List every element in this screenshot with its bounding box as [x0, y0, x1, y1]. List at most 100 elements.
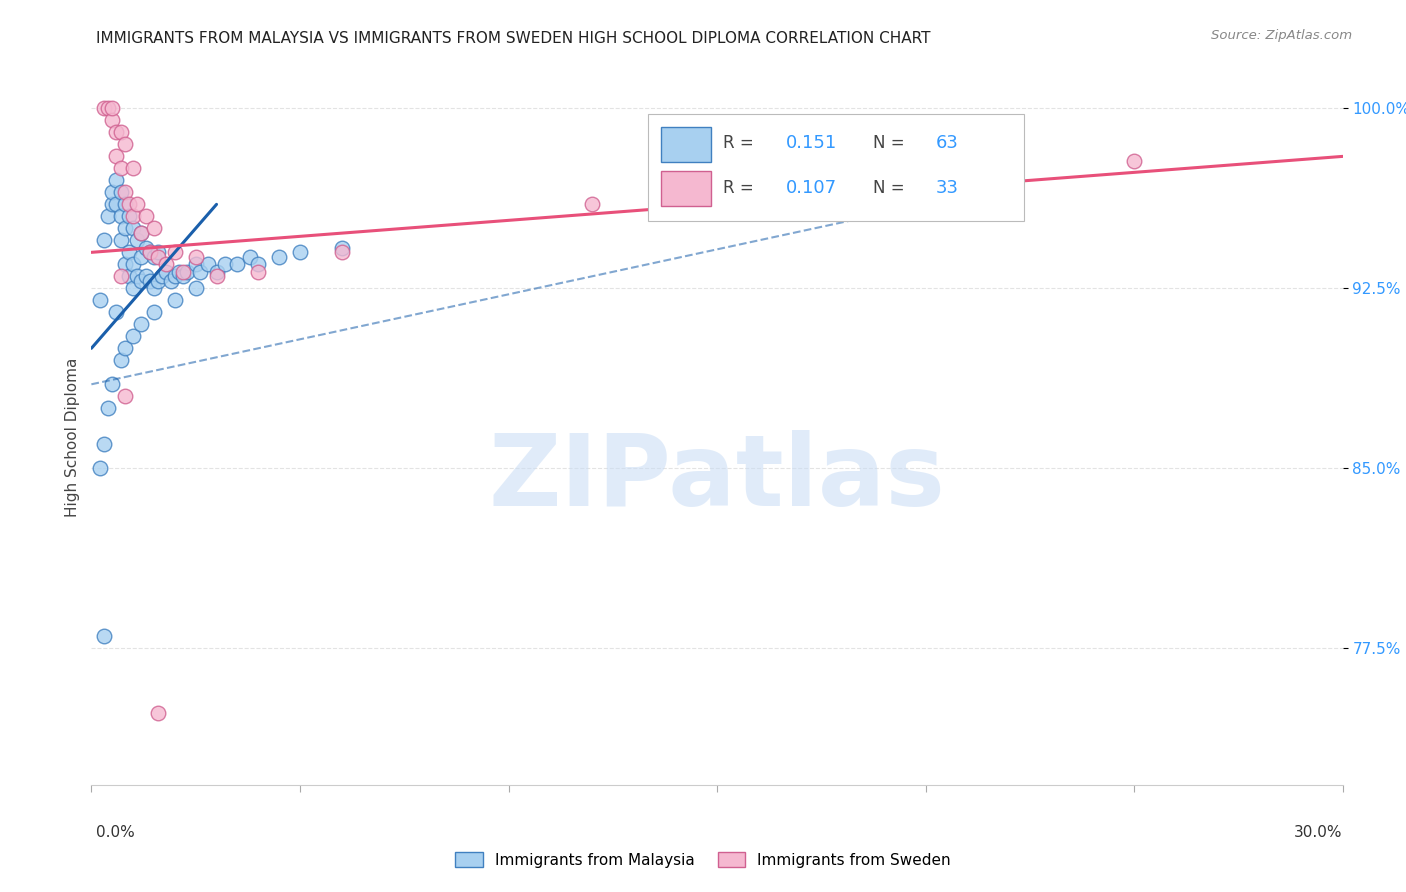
- Point: [143, 305, 166, 319]
- Text: 30.0%: 30.0%: [1295, 825, 1343, 840]
- Point: [97, 102, 120, 116]
- Point: [146, 706, 169, 720]
- Point: [93, 233, 115, 247]
- Point: [159, 274, 181, 288]
- Point: [114, 221, 136, 235]
- Point: [122, 329, 145, 343]
- Point: [172, 269, 194, 284]
- Point: [122, 257, 145, 271]
- Point: [330, 241, 353, 255]
- Point: [247, 257, 270, 271]
- Point: [101, 377, 124, 392]
- Point: [105, 173, 128, 187]
- Point: [188, 264, 211, 278]
- Point: [176, 264, 198, 278]
- Point: [131, 318, 153, 332]
- Text: 0.151: 0.151: [786, 135, 837, 153]
- Point: [89, 461, 111, 475]
- Point: [135, 241, 157, 255]
- Point: [197, 257, 219, 271]
- Point: [89, 293, 111, 308]
- Point: [205, 269, 228, 284]
- Text: 0.0%: 0.0%: [96, 825, 135, 840]
- Point: [118, 197, 141, 211]
- Point: [163, 293, 186, 308]
- Point: [118, 245, 141, 260]
- Point: [167, 264, 190, 278]
- Point: [184, 250, 207, 264]
- Point: [267, 250, 290, 264]
- Point: [131, 274, 153, 288]
- Point: [239, 250, 262, 264]
- FancyBboxPatch shape: [648, 113, 1024, 221]
- Point: [114, 137, 136, 152]
- FancyBboxPatch shape: [661, 128, 711, 162]
- Point: [122, 161, 145, 176]
- Point: [101, 113, 124, 128]
- Point: [105, 197, 128, 211]
- Point: [127, 233, 149, 247]
- Point: [155, 264, 177, 278]
- Point: [139, 245, 162, 260]
- Point: [110, 125, 132, 139]
- Point: [105, 149, 128, 163]
- Point: [118, 269, 141, 284]
- Point: [110, 186, 132, 200]
- Point: [110, 210, 132, 224]
- Point: [114, 341, 136, 355]
- Point: [93, 629, 115, 643]
- Point: [581, 197, 603, 211]
- Y-axis label: High School Diploma: High School Diploma: [65, 358, 80, 516]
- Point: [143, 221, 166, 235]
- Point: [146, 274, 169, 288]
- Point: [172, 264, 194, 278]
- Point: [205, 264, 228, 278]
- Text: ZIPatlas: ZIPatlas: [489, 430, 945, 527]
- Point: [247, 264, 270, 278]
- Point: [127, 197, 149, 211]
- Point: [1123, 154, 1146, 169]
- Point: [114, 197, 136, 211]
- Point: [146, 250, 169, 264]
- Point: [122, 210, 145, 224]
- Point: [97, 401, 120, 416]
- Point: [105, 125, 128, 139]
- Text: 63: 63: [936, 135, 959, 153]
- Point: [114, 257, 136, 271]
- Text: R =: R =: [723, 179, 759, 197]
- Point: [131, 226, 153, 240]
- Point: [97, 210, 120, 224]
- Point: [706, 161, 728, 176]
- Point: [127, 269, 149, 284]
- Point: [101, 197, 124, 211]
- Point: [93, 437, 115, 451]
- Point: [914, 161, 936, 176]
- Point: [155, 257, 177, 271]
- Point: [226, 257, 249, 271]
- Point: [135, 210, 157, 224]
- Point: [122, 281, 145, 295]
- Point: [330, 245, 353, 260]
- Text: 0.107: 0.107: [786, 179, 837, 197]
- Point: [184, 281, 207, 295]
- Point: [101, 102, 124, 116]
- Point: [131, 226, 153, 240]
- Point: [110, 353, 132, 368]
- Point: [114, 389, 136, 403]
- Point: [146, 245, 169, 260]
- Point: [143, 281, 166, 295]
- Point: [118, 210, 141, 224]
- Point: [163, 245, 186, 260]
- Point: [139, 274, 162, 288]
- Point: [93, 102, 115, 116]
- Point: [114, 186, 136, 200]
- Legend: Immigrants from Malaysia, Immigrants from Sweden: Immigrants from Malaysia, Immigrants fro…: [449, 846, 957, 873]
- Point: [288, 245, 311, 260]
- Point: [110, 161, 132, 176]
- Point: [163, 269, 186, 284]
- Point: [105, 305, 128, 319]
- Point: [135, 269, 157, 284]
- Point: [101, 186, 124, 200]
- Text: 33: 33: [936, 179, 959, 197]
- Point: [110, 233, 132, 247]
